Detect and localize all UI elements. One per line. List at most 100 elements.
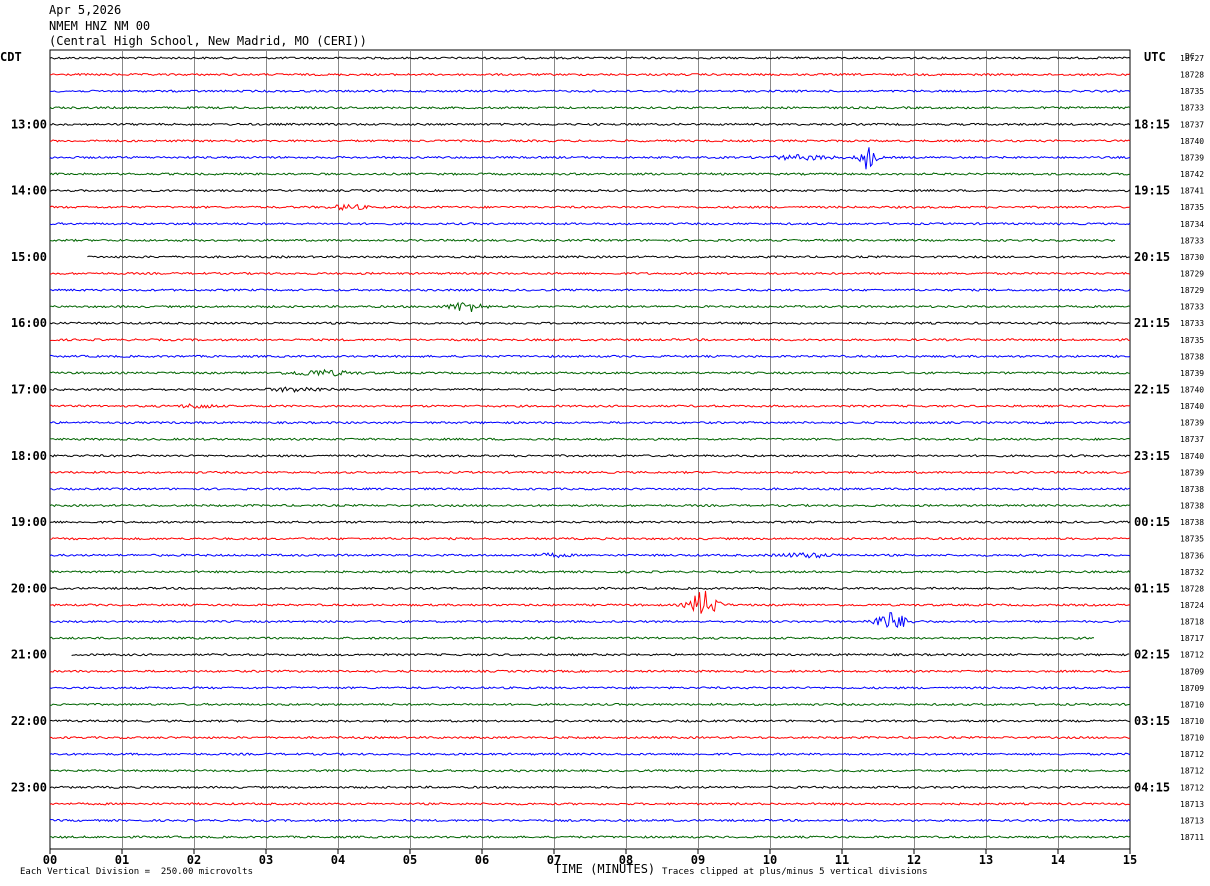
dc-offset-label: 18738 <box>1180 502 1204 511</box>
seismic-trace <box>49 271 1131 276</box>
seismic-trace <box>49 802 1131 806</box>
seismic-trace <box>49 570 1131 574</box>
dc-offset-label: 18738 <box>1180 352 1204 361</box>
dc-offset-label: 18712 <box>1180 783 1204 792</box>
cdt-hour-label: 13:00 <box>11 117 47 131</box>
utc-hour-label: 00:15 <box>1134 515 1170 529</box>
seismic-trace <box>49 669 1131 673</box>
seismic-trace <box>49 454 1131 458</box>
cdt-hour-label: 19:00 <box>11 515 47 529</box>
seismic-trace <box>49 520 1131 524</box>
dc-offset-label: 18739 <box>1180 153 1204 162</box>
seismic-trace <box>49 203 1131 212</box>
x-tick-label: 07 <box>547 853 561 867</box>
seismic-trace <box>49 72 1131 77</box>
dc-offset-label: 18727 <box>1180 54 1204 63</box>
dc-offset-label: 18734 <box>1180 220 1204 229</box>
dc-offset-label: 18735 <box>1180 87 1204 96</box>
header-location: (Central High School, New Madrid, MO (CE… <box>49 34 367 48</box>
dc-offset-label: 18710 <box>1180 700 1204 709</box>
dc-column-label: DC <box>1185 52 1195 61</box>
seismic-trace <box>49 321 1131 326</box>
x-tick-label: 08 <box>619 853 633 867</box>
cdt-hour-label: 23:00 <box>11 780 47 794</box>
x-tick-label: 13 <box>979 853 993 867</box>
dc-offset-label: 18712 <box>1180 651 1204 660</box>
utc-hour-label: 03:15 <box>1134 714 1170 728</box>
seismic-trace <box>49 238 1116 243</box>
seismic-trace <box>49 368 1131 377</box>
seismic-trace <box>49 536 1131 541</box>
seismic-trace <box>49 188 1131 193</box>
utc-axis-label: UTC <box>1144 50 1166 64</box>
seismic-trace <box>71 652 1130 657</box>
dc-offset-label: 18729 <box>1180 286 1204 295</box>
seismic-trace <box>49 735 1131 740</box>
x-tick-label: 12 <box>907 853 921 867</box>
dc-offset-label: 18712 <box>1180 750 1204 759</box>
cdt-hour-label: 16:00 <box>11 316 47 330</box>
x-tick-label: 11 <box>835 853 849 867</box>
seismic-trace <box>49 105 1131 110</box>
dc-offset-label: 18735 <box>1180 203 1204 212</box>
seismic-trace <box>49 818 1131 823</box>
dc-offset-label: 18741 <box>1180 187 1204 196</box>
cdt-hour-label: 18:00 <box>11 449 47 463</box>
dc-offset-label: 18730 <box>1180 253 1204 262</box>
dc-offset-label: 18712 <box>1180 767 1204 776</box>
dc-offset-label: 18733 <box>1180 104 1204 113</box>
seismic-trace <box>49 612 1131 629</box>
seismic-trace <box>49 222 1131 226</box>
x-tick-label: 04 <box>331 853 345 867</box>
dc-offset-label: 18709 <box>1180 684 1204 693</box>
seismic-trace <box>49 768 1131 773</box>
x-tick-label: 01 <box>115 853 129 867</box>
dc-offset-label: 18740 <box>1180 137 1204 146</box>
x-axis-title: TIME (MINUTES) <box>554 862 656 876</box>
cdt-hour-label: 21:00 <box>11 648 47 662</box>
dc-offset-label: 18739 <box>1180 419 1204 428</box>
seismic-trace <box>49 89 1131 93</box>
x-tick-label: 02 <box>187 853 201 867</box>
x-tick-label: 09 <box>691 853 705 867</box>
dc-offset-label: 18710 <box>1180 717 1204 726</box>
seismic-trace <box>49 487 1131 491</box>
dc-offset-label: 18737 <box>1180 120 1204 129</box>
dc-offset-label: 18738 <box>1180 518 1204 527</box>
utc-hour-label: 18:15 <box>1134 117 1170 131</box>
utc-hour-label: 04:15 <box>1134 780 1170 794</box>
dc-offset-label: 18709 <box>1180 667 1204 676</box>
seismic-trace <box>49 503 1131 508</box>
dc-offset-label: 18729 <box>1180 269 1204 278</box>
seismic-trace <box>49 586 1131 591</box>
seismic-trace <box>49 403 1131 409</box>
x-tick-label: 10 <box>763 853 777 867</box>
cdt-hour-label: 15:00 <box>11 250 47 264</box>
dc-offset-label: 18740 <box>1180 386 1204 395</box>
cdt-axis-label: CDT <box>0 50 22 64</box>
x-tick-label: 06 <box>475 853 489 867</box>
x-tick-label: 03 <box>259 853 273 867</box>
seismic-trace <box>49 752 1131 756</box>
seismic-trace <box>49 719 1131 723</box>
dc-offset-label: 18713 <box>1180 800 1204 809</box>
dc-offset-label: 18718 <box>1180 618 1204 627</box>
seismic-trace <box>49 386 1131 393</box>
seismic-trace <box>49 470 1131 475</box>
seismic-trace <box>49 437 1131 441</box>
seismic-trace <box>50 301 1131 313</box>
dc-offset-label: 18742 <box>1180 170 1204 179</box>
x-tick-label: 00 <box>43 853 57 867</box>
scale-note: Each Vertical Division = 250.00 microvol… <box>20 867 253 877</box>
dc-offset-label: 18728 <box>1180 71 1204 80</box>
dc-offset-label: 18724 <box>1180 601 1204 610</box>
dc-offset-label: 18740 <box>1180 402 1204 411</box>
seismic-trace <box>49 139 1131 143</box>
dc-offset-label: 18733 <box>1180 319 1204 328</box>
dc-offset-label: 18713 <box>1180 816 1204 825</box>
seismic-trace <box>49 686 1131 690</box>
seismic-trace <box>49 56 1131 60</box>
seismic-trace <box>49 147 1131 170</box>
header-date: Apr 5,2026 <box>49 3 122 17</box>
